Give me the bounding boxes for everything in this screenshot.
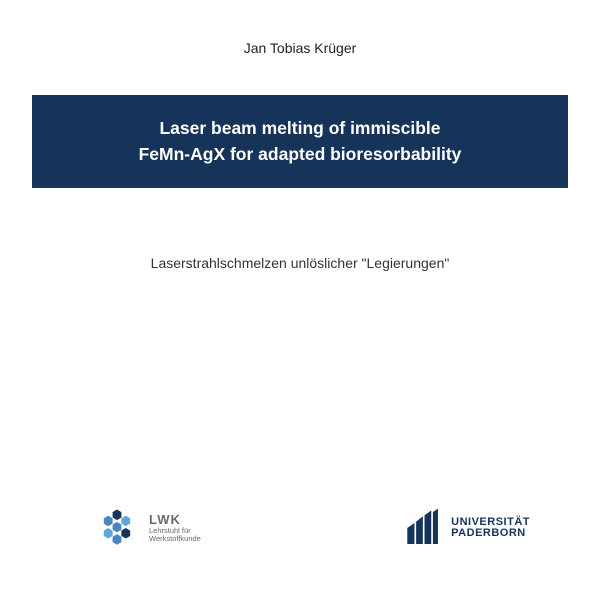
upb-book-icon: [401, 507, 443, 549]
upb-line-2: PADERBORN: [451, 528, 530, 539]
logo-row: LWK Lehrstuhl für Werkstoffkunde UNIVERS…: [0, 506, 600, 550]
lwk-main-label: LWK: [149, 513, 201, 527]
subtitle: Laserstrahlschmelzen unlöslicher "Legier…: [0, 255, 600, 271]
upb-logo: UNIVERSITÄT PADERBORN: [401, 507, 530, 549]
lwk-sub-label-2: Werkstoffkunde: [149, 535, 201, 543]
lwk-logo: LWK Lehrstuhl für Werkstoffkunde: [95, 506, 201, 550]
lwk-text: LWK Lehrstuhl für Werkstoffkunde: [149, 513, 201, 544]
lwk-hex-icon: [95, 506, 139, 550]
title-box: Laser beam melting of immiscible FeMn-Ag…: [32, 95, 568, 188]
author-name: Jan Tobias Krüger: [0, 40, 600, 56]
upb-text: UNIVERSITÄT PADERBORN: [451, 517, 530, 539]
title-line-2: FeMn-AgX for adapted bioresorbability: [56, 141, 544, 167]
title-line-1: Laser beam melting of immiscible: [56, 115, 544, 141]
